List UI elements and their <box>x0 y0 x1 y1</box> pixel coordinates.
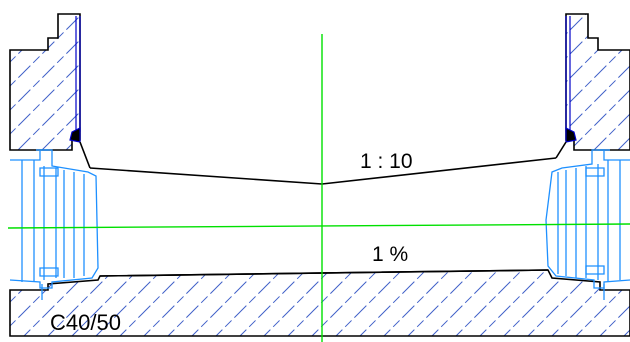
slope-label: 1 : 10 <box>360 150 413 173</box>
material-label: C40/50 <box>50 310 121 335</box>
chamber-liner-right <box>565 16 577 143</box>
pipe-connector-right-icon <box>545 149 630 300</box>
pipe-connector-left-icon <box>9 149 99 300</box>
benching-outline <box>79 141 567 277</box>
concrete-wall-right <box>565 13 630 151</box>
horizontal-centerline <box>7 223 630 229</box>
concrete-wall-left <box>9 13 81 151</box>
concrete-base-slab <box>9 269 630 337</box>
gradient-label: 1 % <box>372 243 408 266</box>
